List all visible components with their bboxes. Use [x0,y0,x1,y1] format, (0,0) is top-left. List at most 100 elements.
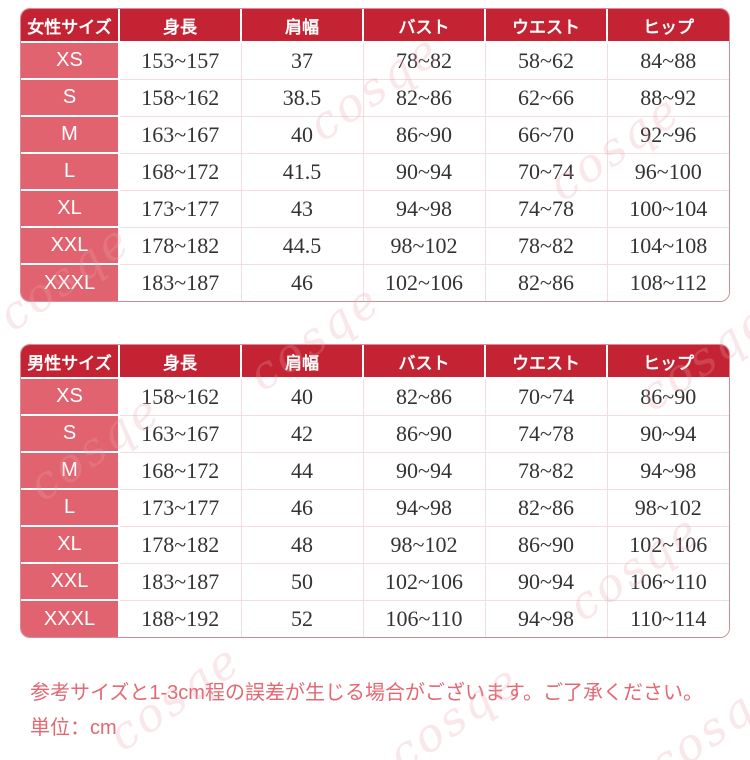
column-header: バスト [363,9,486,43]
table-row: XXL 183~187 50 102~106 90~94 106~110 [21,563,729,601]
header-row: 女性サイズ 身長 肩幅 バスト ウエスト ヒップ [21,9,729,43]
size-value-cell: 90~94 [607,415,729,453]
column-header: 身長 [119,9,242,43]
column-header: ウエスト [485,9,608,43]
unit-note: 単位：cm [30,717,117,739]
footer-notes: 参考サイズと1-3cm程の誤差が生じる場合がございます。ご了承ください。 単位：… [30,676,730,746]
size-value-cell: 92~96 [607,116,729,154]
size-value-cell: 41.5 [241,153,364,191]
size-value-cell: 178~182 [119,526,242,564]
size-value-cell: 70~74 [485,153,608,191]
size-value-cell: 90~94 [363,452,486,490]
size-value-cell: 104~108 [607,227,729,265]
size-value-cell: 153~157 [119,42,242,80]
size-tables-container: 女性サイズ 身長 肩幅 バスト ウエスト ヒップ XS 153~157 37 78~82 58~62… [20,8,730,638]
size-label-cell: S [21,415,120,453]
size-label-cell: XS [21,42,120,80]
size-value-cell: 102~106 [607,526,729,564]
size-value-cell: 52 [241,600,364,637]
mens-size-table: 男性サイズ 身長 肩幅 バスト ウエスト ヒップ XS 158~162 40 82~86 70~74… [20,344,730,638]
size-value-cell: 158~162 [119,378,242,416]
size-value-cell: 173~177 [119,190,242,228]
size-value-cell: 178~182 [119,227,242,265]
size-value-cell: 82~86 [363,79,486,117]
size-label-cell: XS [21,378,120,416]
womens-size-table: 女性サイズ 身長 肩幅 バスト ウエスト ヒップ XS 153~157 37 78~82 58~62… [20,8,730,302]
size-value-cell: 44 [241,452,364,490]
size-value-cell: 86~90 [363,415,486,453]
size-label-cell: XXL [21,563,120,601]
size-value-cell: 98~102 [607,489,729,527]
column-header: ヒップ [607,9,729,43]
size-value-cell: 58~62 [485,42,608,80]
table-row: S 163~167 42 86~90 74~78 90~94 [21,415,729,453]
table-row: M 163~167 40 86~90 66~70 92~96 [21,116,729,154]
size-value-cell: 108~112 [607,264,729,301]
size-label-cell: M [21,116,120,154]
table-row: M 168~172 44 90~94 78~82 94~98 [21,452,729,490]
table-row: L 168~172 41.5 90~94 70~74 96~100 [21,153,729,191]
corner-header: 女性サイズ [21,9,120,43]
column-header: 肩幅 [241,9,364,43]
size-value-cell: 183~187 [119,563,242,601]
size-value-cell: 188~192 [119,600,242,637]
size-label-cell: S [21,79,120,117]
column-header: 身長 [119,345,242,379]
size-value-cell: 86~90 [363,116,486,154]
size-value-cell: 74~78 [485,190,608,228]
table-row: XXXL 188~192 52 106~110 94~98 110~114 [21,600,729,637]
size-value-cell: 183~187 [119,264,242,301]
corner-header: 男性サイズ [21,345,120,379]
column-header: 肩幅 [241,345,364,379]
size-value-cell: 62~66 [485,79,608,117]
size-value-cell: 88~92 [607,79,729,117]
size-value-cell: 46 [241,489,364,527]
size-value-cell: 100~104 [607,190,729,228]
table-row: XXL 178~182 44.5 98~102 78~82 104~108 [21,227,729,265]
size-value-cell: 163~167 [119,116,242,154]
size-value-cell: 78~82 [363,42,486,80]
size-value-cell: 94~98 [607,452,729,490]
size-value-cell: 40 [241,116,364,154]
size-value-cell: 98~102 [363,526,486,564]
table-row: XL 178~182 48 98~102 86~90 102~106 [21,526,729,564]
size-value-cell: 90~94 [485,563,608,601]
size-value-cell: 94~98 [485,600,608,637]
size-value-cell: 98~102 [363,227,486,265]
column-header: ウエスト [485,345,608,379]
size-value-cell: 168~172 [119,153,242,191]
size-value-cell: 46 [241,264,364,301]
size-value-cell: 82~86 [363,378,486,416]
size-label-cell: M [21,452,120,490]
size-value-cell: 86~90 [607,378,729,416]
size-value-cell: 50 [241,563,364,601]
size-label-cell: XL [21,526,120,564]
size-value-cell: 106~110 [363,600,486,637]
table-row: L 173~177 46 94~98 82~86 98~102 [21,489,729,527]
size-value-cell: 102~106 [363,264,486,301]
size-value-cell: 173~177 [119,489,242,527]
size-value-cell: 110~114 [607,600,729,637]
size-value-cell: 38.5 [241,79,364,117]
size-value-cell: 96~100 [607,153,729,191]
size-value-cell: 74~78 [485,415,608,453]
size-value-cell: 82~86 [485,489,608,527]
size-value-cell: 82~86 [485,264,608,301]
size-value-cell: 78~82 [485,227,608,265]
size-label-cell: L [21,153,120,191]
size-value-cell: 44.5 [241,227,364,265]
size-label-cell: XXXL [21,600,120,637]
size-value-cell: 106~110 [607,563,729,601]
table-row: XXXL 183~187 46 102~106 82~86 108~112 [21,264,729,301]
size-value-cell: 42 [241,415,364,453]
size-label-cell: L [21,489,120,527]
header-row: 男性サイズ 身長 肩幅 バスト ウエスト ヒップ [21,345,729,379]
size-value-cell: 86~90 [485,526,608,564]
size-value-cell: 66~70 [485,116,608,154]
table-row: XS 153~157 37 78~82 58~62 84~88 [21,42,729,80]
size-value-cell: 168~172 [119,452,242,490]
size-label-cell: XXXL [21,264,120,301]
size-value-cell: 78~82 [485,452,608,490]
table-row: S 158~162 38.5 82~86 62~66 88~92 [21,79,729,117]
